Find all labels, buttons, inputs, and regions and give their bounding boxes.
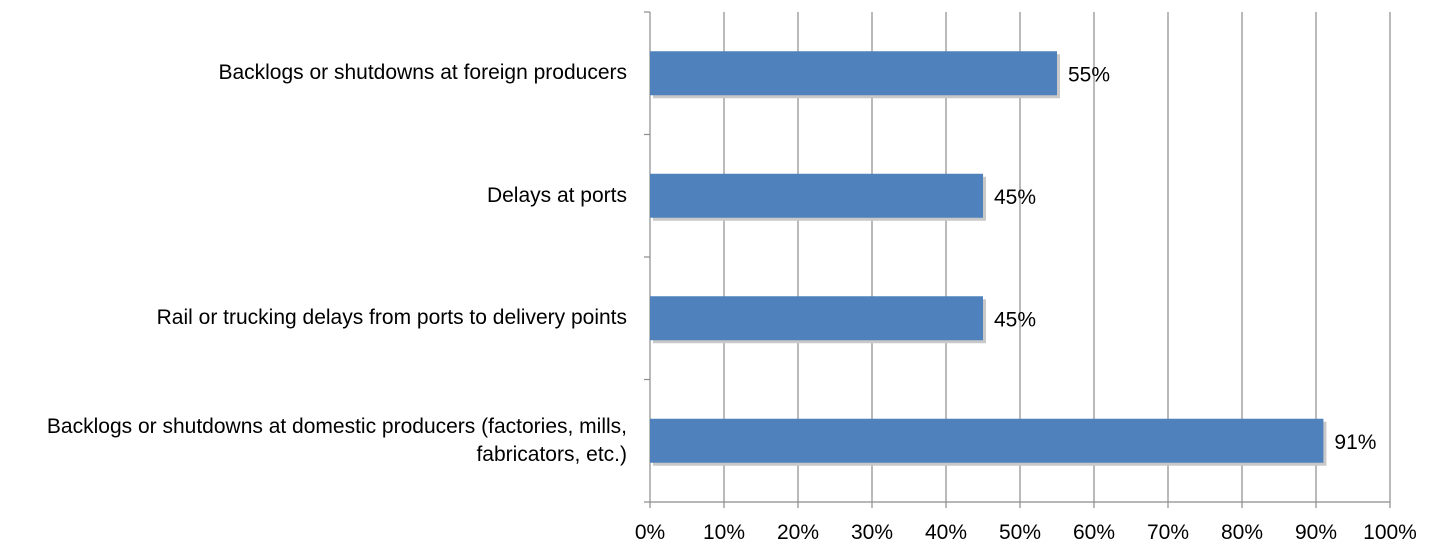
bar [650, 296, 983, 341]
x-tick-label: 100% [1363, 521, 1417, 544]
x-tick-label: 20% [777, 521, 819, 544]
category-label: Rail or trucking delays from ports to de… [156, 306, 627, 330]
data-label: 91% [1334, 431, 1376, 454]
bar [650, 173, 983, 218]
category-label: Backlogs or shutdowns at foreign produce… [218, 61, 627, 85]
x-tick-label: 10% [703, 521, 745, 544]
bar [650, 51, 1057, 96]
category-label: Backlogs or shutdowns at domestic produc… [46, 414, 627, 466]
x-tick-label: 30% [851, 521, 893, 544]
data-label: 55% [1068, 63, 1110, 86]
data-label: 45% [994, 308, 1036, 331]
x-tick-label: 60% [1073, 521, 1115, 544]
x-tick-label: 70% [1147, 521, 1189, 544]
x-tick-label: 90% [1295, 521, 1337, 544]
category-label: Delays at ports [486, 183, 627, 207]
x-tick-label: 40% [925, 521, 967, 544]
x-tick-label: 50% [999, 521, 1041, 544]
x-tick-label: 0% [635, 521, 665, 544]
data-label: 45% [994, 186, 1036, 209]
x-tick-label: 80% [1221, 521, 1263, 544]
bar [650, 418, 1324, 463]
